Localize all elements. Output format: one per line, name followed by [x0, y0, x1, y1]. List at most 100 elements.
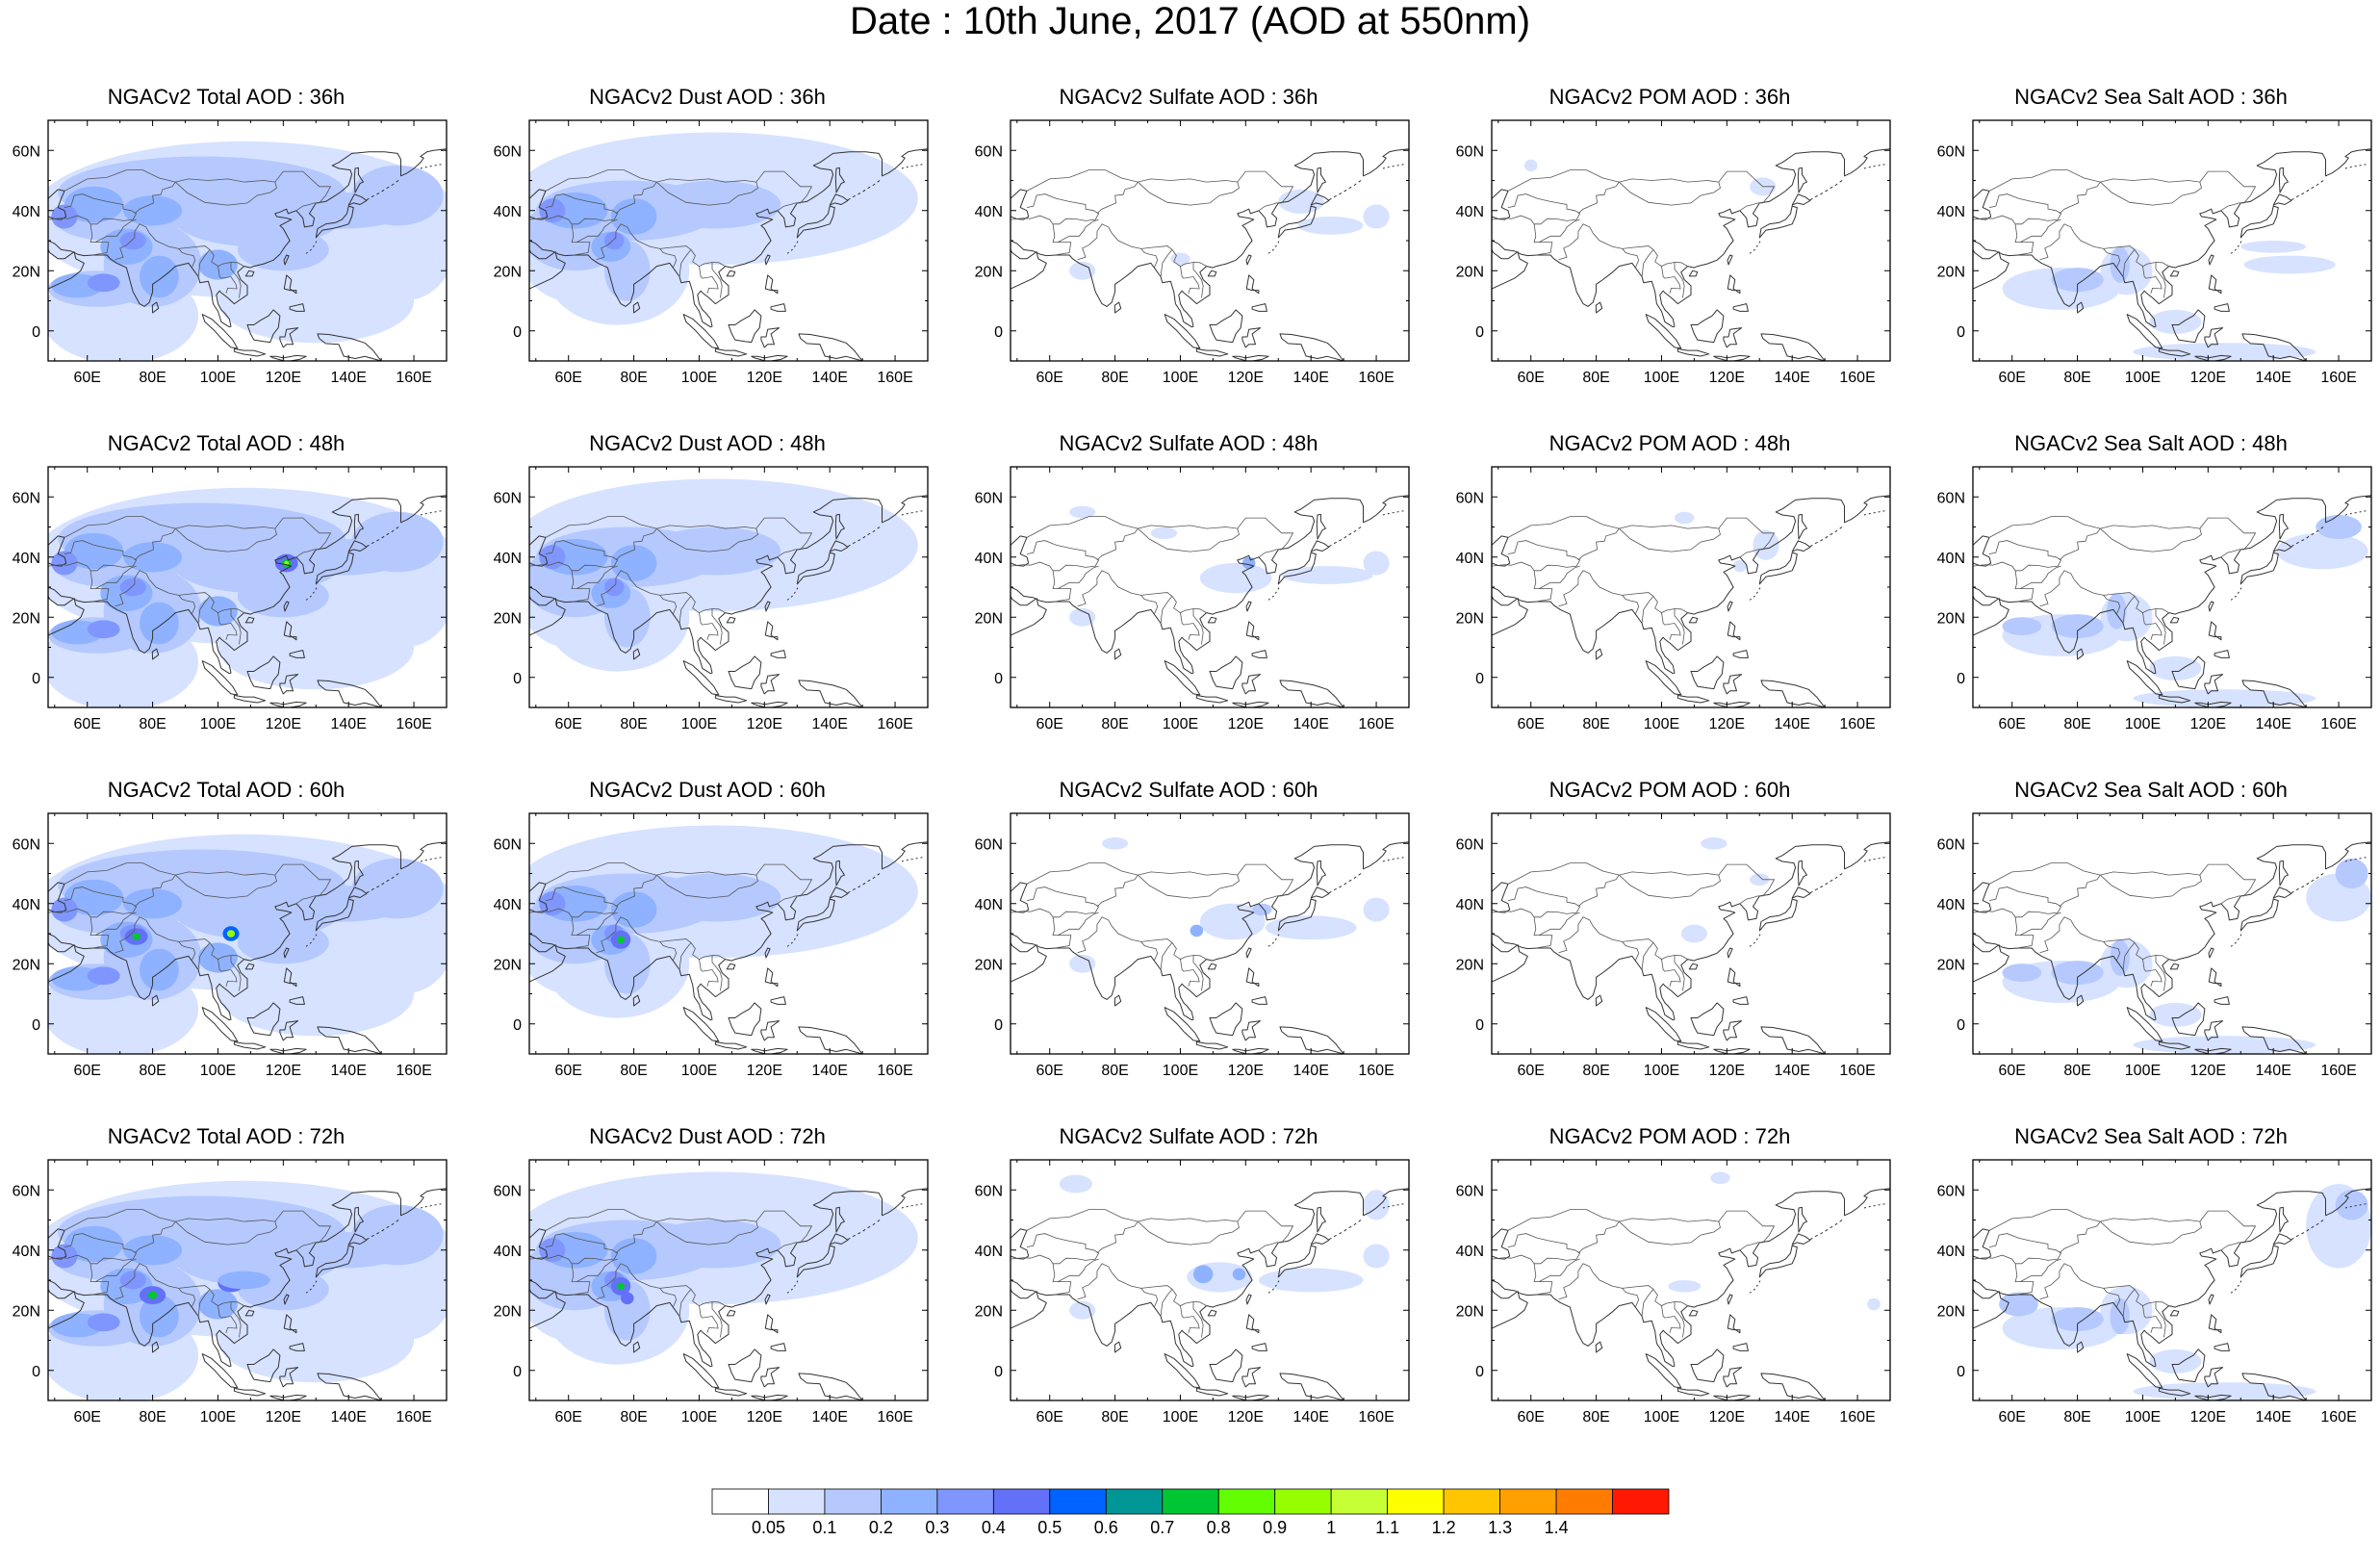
lon-tick-label: 100E — [200, 1409, 236, 1425]
aod-contour-fill — [2110, 1297, 2130, 1335]
lon-tick-label: 80E — [1582, 1063, 1609, 1079]
lon-tick-label: 140E — [1293, 370, 1329, 386]
lat-tick-label: 60N — [1456, 1183, 1484, 1199]
lon-tick-label: 80E — [2063, 1409, 2090, 1425]
lon-tick-label: 100E — [1644, 370, 1679, 386]
lon-tick-label: 60E — [1998, 1409, 2025, 1425]
lon-tick-label: 160E — [2320, 370, 2356, 386]
panel-title: NGACv2 Sea Salt AOD : 36h — [2014, 85, 2288, 109]
lat-tick-label: 40N — [1937, 204, 1965, 220]
aod-contour-fill — [132, 933, 141, 940]
colorbar-label: 0.05 — [752, 1518, 785, 1537]
colorbar-label: 1.1 — [1375, 1518, 1399, 1537]
lon-tick-label: 160E — [877, 370, 912, 386]
map-plot: 60E 80E 100E 120E 140E 160E 60N 40N 20N 0 — [13, 466, 448, 732]
lon-tick-label: 100E — [681, 370, 717, 386]
aod-contour-fill — [218, 1271, 270, 1290]
aod-contour-fill — [1170, 252, 1190, 266]
aod-field — [1059, 1174, 1390, 1320]
aod-contour-fill — [2051, 961, 2104, 986]
colorbar-swatch — [1274, 1488, 1332, 1515]
lat-tick-label: 0 — [513, 671, 522, 687]
coastlines — [48, 148, 447, 361]
lat-tick-label: 40N — [975, 1244, 1003, 1260]
aod-contour-fill — [616, 936, 626, 944]
lon-tick-label: 160E — [877, 1063, 912, 1079]
lon-tick-label: 120E — [1709, 1063, 1745, 1079]
lon-tick-label: 60E — [1517, 1409, 1544, 1425]
lat-tick-label: 0 — [1957, 1017, 1965, 1034]
country-borders — [1011, 862, 1294, 991]
lat-tick-label: 40N — [13, 1244, 40, 1260]
aod-contour-fill — [87, 966, 120, 986]
map-plot: 60E 80E 100E 120E 140E 160E 60N 40N 20N 0 — [1937, 812, 2372, 1079]
aod-field — [1675, 511, 1779, 573]
colorbar-swatch — [824, 1488, 882, 1515]
lat-tick-label: 20N — [494, 610, 522, 627]
aod-field — [1069, 189, 1390, 280]
aod-field — [1668, 1171, 1881, 1311]
lon-tick-label: 60E — [1036, 716, 1062, 732]
lat-tick-label: 0 — [994, 1017, 1003, 1034]
lat-tick-label: 40N — [494, 204, 522, 220]
lon-tick-label: 80E — [1101, 1409, 1128, 1425]
lon-tick-label: 120E — [1228, 1063, 1264, 1079]
aod-contour-fill — [539, 891, 566, 916]
aod-contour-fill — [1733, 559, 1747, 573]
lon-tick-label: 60E — [1036, 1409, 1062, 1425]
lon-tick-label: 120E — [266, 1063, 301, 1079]
lat-tick-label: 60N — [494, 490, 522, 506]
aod-contour-fill — [1059, 1174, 1092, 1194]
lat-tick-label: 40N — [494, 551, 522, 567]
aod-contour-fill — [140, 1295, 179, 1338]
lon-tick-label: 100E — [681, 716, 717, 732]
colorbar-swatch — [1499, 1488, 1557, 1515]
lon-tick-label: 160E — [396, 370, 431, 386]
colorbar-swatch — [992, 1488, 1051, 1515]
lon-tick-label: 140E — [331, 1063, 367, 1079]
lat-tick-label: 20N — [1937, 610, 1965, 627]
lat-tick-label: 0 — [32, 671, 40, 687]
aod-contour-fill — [123, 888, 183, 919]
lon-tick-label: 80E — [620, 370, 647, 386]
lon-tick-label: 100E — [1163, 1063, 1198, 1079]
lon-tick-label: 100E — [200, 370, 236, 386]
panel-title: NGACv2 POM AOD : 48h — [1548, 431, 1791, 455]
aod-contour-fill — [119, 231, 146, 250]
lon-tick-label: 80E — [2063, 1063, 2090, 1079]
aod-contour-fill — [123, 542, 183, 573]
colorbar-label: 0.3 — [925, 1518, 949, 1537]
colorbar-swatch — [881, 1488, 938, 1515]
map-panel-sulfate-row2: NGACv2 Sulfate AOD : 48h 60E 80E 100E 120E 14… — [962, 431, 1415, 763]
lat-tick-label: 0 — [994, 324, 1003, 341]
aod-contour-fill — [1069, 261, 1096, 280]
map-panel-total-row4: NGACv2 Total AOD : 72h 60E 80E 100E 120E 140E… — [0, 1124, 452, 1456]
lon-tick-label: 140E — [1775, 1409, 1810, 1425]
aod-contour-fill — [87, 620, 120, 639]
map-panel-dust-row4: NGACv2 Dust AOD : 72h 60E 80E 100E 120E 140E 1… — [481, 1124, 934, 1456]
lat-tick-label: 60N — [975, 490, 1003, 506]
lon-tick-label: 120E — [266, 370, 301, 386]
lon-tick-label: 100E — [1163, 370, 1198, 386]
aod-contour-fill — [51, 1244, 78, 1269]
lon-tick-label: 120E — [747, 370, 782, 386]
panel-title: NGACv2 Sulfate AOD : 60h — [1059, 778, 1318, 802]
aod-contour-fill — [140, 602, 179, 645]
colorbar-label: 0.9 — [1263, 1518, 1287, 1537]
map-plot: 60E 80E 100E 120E 140E 160E 60N 40N 20N 0 — [494, 119, 929, 386]
lon-tick-label: 160E — [2320, 716, 2356, 732]
lon-tick-label: 140E — [1293, 1063, 1329, 1079]
map-plot: 60E 80E 100E 120E 140E 160E 60N 40N 20N 0 — [13, 1159, 448, 1425]
lat-tick-label: 40N — [1937, 897, 1965, 913]
aod-contour-fill — [1701, 837, 1727, 850]
lat-tick-label: 0 — [1957, 324, 1965, 341]
lat-tick-label: 40N — [13, 897, 40, 913]
aod-contour-fill — [226, 930, 236, 937]
aod-contour-fill — [1232, 1268, 1246, 1281]
map-plot: 60E 80E 100E 120E 140E 160E 60N 40N 20N 0 — [1937, 466, 2372, 732]
aod-contour-fill — [610, 545, 657, 581]
lon-tick-label: 140E — [812, 370, 848, 386]
coastlines — [1011, 841, 1409, 1054]
map-panel-dust-row1: NGACv2 Dust AOD : 36h 60E 80E 100E 120E 140E 1… — [481, 85, 934, 417]
map-plot: 60E 80E 100E 120E 140E 160E 60N 40N 20N 0 — [975, 466, 1410, 732]
